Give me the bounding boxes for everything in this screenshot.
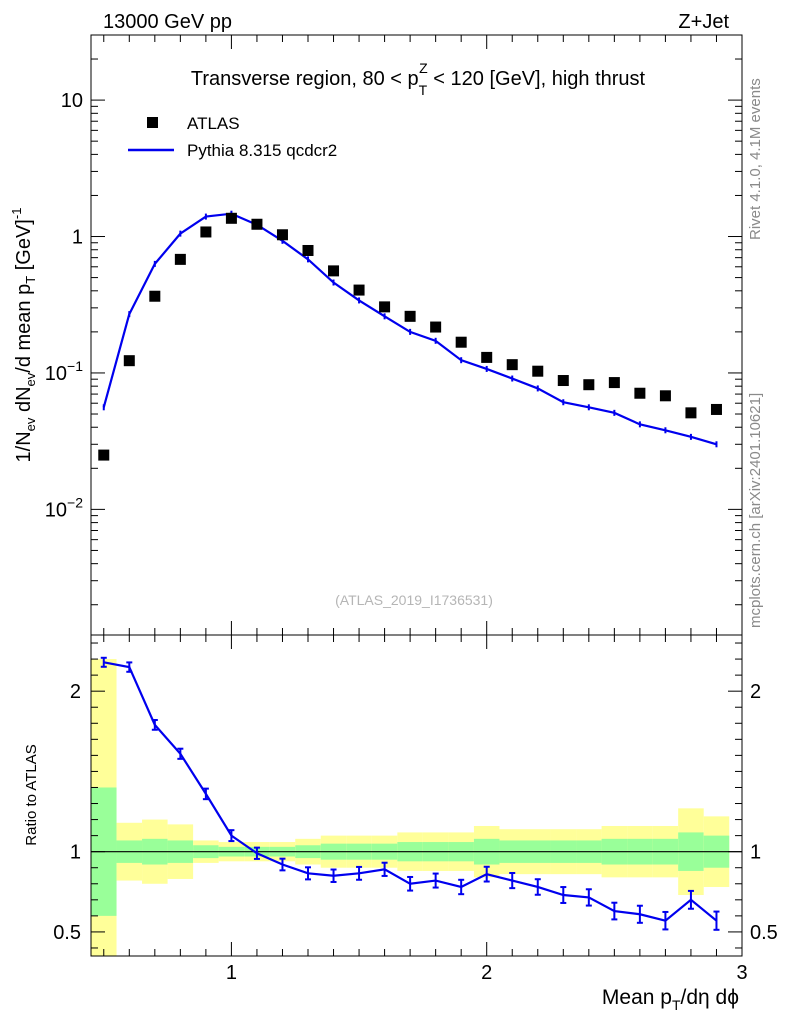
- ratio-y-tick-label: 2: [70, 681, 81, 703]
- ratio-y-tick-label-right: 2: [750, 681, 761, 703]
- data-point: [583, 379, 595, 391]
- legend-atlas-label: ATLAS: [187, 114, 240, 133]
- data-point: [225, 212, 237, 224]
- data-point: [659, 390, 671, 402]
- data-point: [685, 407, 697, 419]
- data-point: [328, 265, 340, 277]
- header-left: 13000 GeV pp: [103, 11, 232, 33]
- x-tick-label: 3: [736, 962, 747, 984]
- data-point: [123, 355, 135, 367]
- data-point: [251, 218, 263, 230]
- data-point: [710, 403, 722, 415]
- tick-exponent: −1: [67, 358, 83, 374]
- ratio-ticks: [91, 635, 743, 956]
- ratio-bands: [91, 659, 730, 956]
- ratio-y-axis-label: Ratio to ATLAS: [23, 744, 40, 845]
- data-point: [302, 244, 314, 256]
- y-tick-label: 10−1: [45, 358, 83, 385]
- data-point: [608, 377, 620, 389]
- y-tick-label: 10: [61, 90, 83, 112]
- data-point: [634, 387, 646, 399]
- data-point: [506, 359, 518, 371]
- data-point: [455, 336, 467, 348]
- data-series: [98, 212, 722, 461]
- legend: ATLAS Pythia 8.315 qcdcr2: [128, 114, 337, 160]
- data-point: [557, 375, 569, 387]
- ratio-tick-labels: 0.5 0.5 1 1 2 2 1 2 3: [53, 681, 778, 984]
- tick-base: 10: [45, 499, 67, 521]
- main-y-axis-label: 1/Nev dNev/d mean pT [GeV]-1: [9, 208, 38, 463]
- side-source: mcplots.cern.ch [arXiv:2401.10621]: [747, 393, 764, 628]
- tick-base: 10: [45, 363, 67, 385]
- data-point: [174, 253, 186, 265]
- x-tick-label: 2: [481, 962, 492, 984]
- ratio-panel: 0.5 0.5 1 1 2 2 1 2 3 Ratio to ATLAS Mean pT/dη …: [23, 634, 778, 1013]
- watermark: (ATLAS_2019_I1736531): [335, 592, 493, 608]
- data-point: [532, 365, 544, 377]
- data-point: [430, 321, 442, 333]
- data-point: [149, 290, 161, 302]
- side-version: Rivet 4.1.0, 4.1M events: [747, 78, 764, 240]
- data-point: [276, 229, 288, 241]
- y-tick-label: 1: [72, 227, 83, 249]
- x-axis-label: Mean pT/dη dϕ: [602, 986, 739, 1013]
- data-point: [379, 301, 391, 313]
- data-point: [98, 449, 110, 461]
- ratio-y-tick-label-right: 1: [750, 842, 761, 864]
- data-point: [200, 226, 212, 238]
- mc-series: [102, 210, 718, 448]
- ratio-mc-series: [100, 656, 720, 931]
- ratio-y-tick-label-right: 0.5: [750, 922, 778, 944]
- data-point: [481, 351, 493, 363]
- data-point: [353, 284, 365, 296]
- legend-atlas-marker: [147, 117, 158, 128]
- ratio-frame: [90, 634, 743, 957]
- legend-mc-label: Pythia 8.315 qcdcr2: [187, 141, 337, 160]
- x-tick-label: 1: [226, 962, 237, 984]
- ratio-y-tick-label: 0.5: [53, 922, 81, 944]
- header-right: Z+Jet: [678, 11, 729, 33]
- y-tick-label: 10−2: [45, 494, 83, 521]
- tick-exponent: −2: [67, 494, 83, 510]
- main-title: Transverse region, 80 < pTZ < 120 [GeV],…: [191, 60, 646, 98]
- data-point: [404, 310, 416, 322]
- ratio-y-tick-label: 1: [70, 842, 81, 864]
